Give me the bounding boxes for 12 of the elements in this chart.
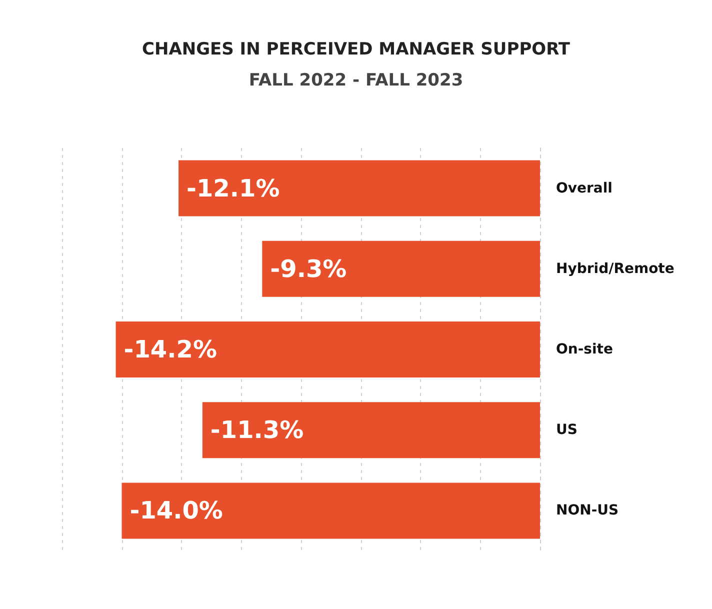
y-tick-label: US	[556, 422, 578, 438]
data-label: -9.3%	[270, 254, 347, 283]
data-label: -14.2%	[124, 336, 218, 364]
data-label: -14.0%	[130, 496, 223, 525]
chart-subtitle: FALL 2022 - FALL 2023	[248, 70, 464, 90]
chart-title: CHANGES IN PERCEIVED MANAGER SUPPORT	[142, 40, 570, 60]
y-tick-label: On-site	[556, 342, 613, 358]
y-tick-label: Overall	[556, 180, 612, 196]
data-label: -11.3%	[210, 416, 304, 444]
data-label: -12.1%	[186, 174, 280, 202]
y-tick-label: Hybrid/Remote	[556, 260, 674, 277]
y-tick-label: NON-US	[556, 502, 619, 519]
